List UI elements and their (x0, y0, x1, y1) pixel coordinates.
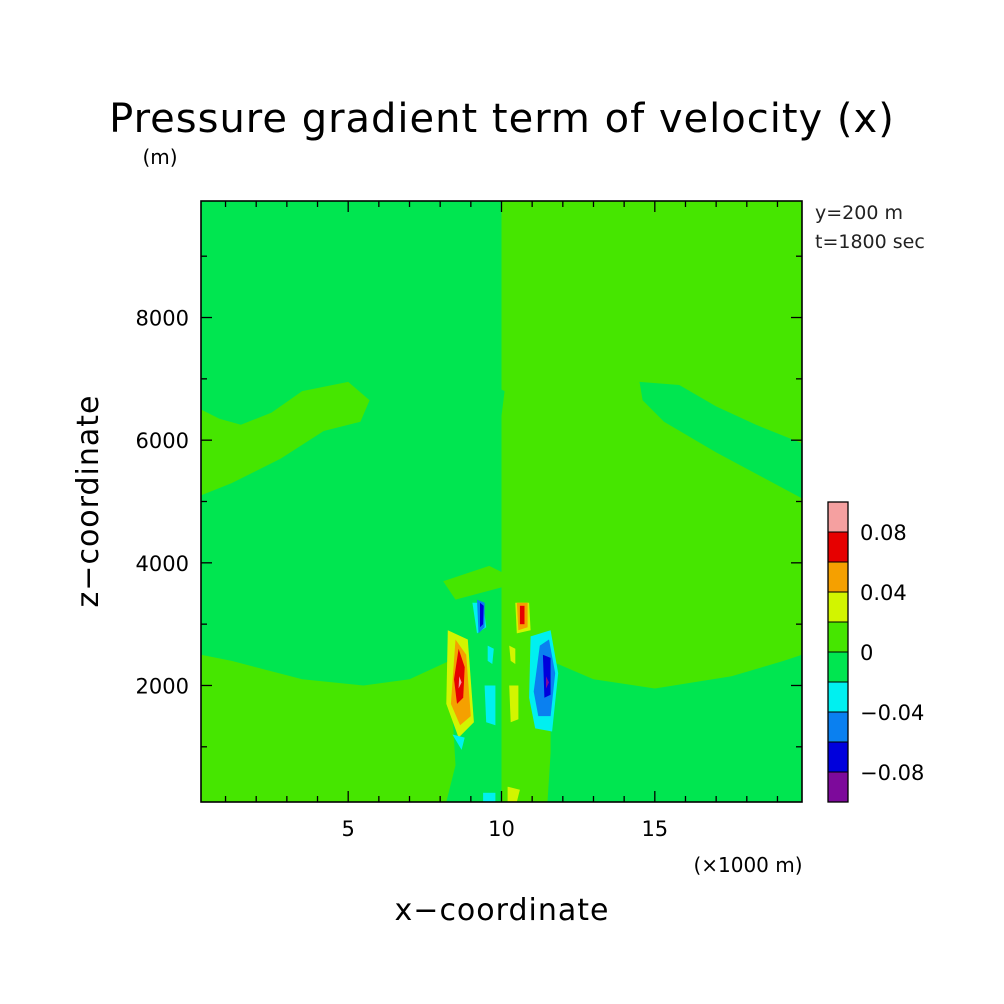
x-axis-label: x−coordinate (395, 893, 610, 928)
colorbar-tick-label: 0 (860, 641, 873, 665)
contour-region (501, 201, 802, 802)
contour-region (639, 381, 802, 499)
colorbar-tick-label: −0.04 (860, 701, 924, 725)
contour-region (452, 734, 465, 750)
colorbar-swatch (828, 682, 848, 712)
colorbar-swatch (828, 562, 848, 592)
annotation-t: t=1800 sec (815, 231, 925, 253)
x-tick-label: 15 (641, 817, 668, 841)
x-tick-labels: 5 10 15 (341, 817, 668, 841)
colorbar-tick-label: 0.08 (860, 521, 907, 545)
chart-title: Pressure gradient term of velocity (x) (109, 96, 895, 142)
contour-region (201, 381, 370, 496)
axis-ticks (201, 201, 802, 802)
y-axis-label: z−coordinate (71, 395, 106, 608)
contour-region (496, 388, 505, 416)
contour-region (542, 654, 551, 698)
colorbar-swatch (828, 592, 848, 622)
contour-region (443, 565, 557, 600)
annotation-y: y=200 m (815, 202, 903, 224)
colorbar-tick-label: −0.08 (860, 761, 924, 785)
y-tick-label: 2000 (136, 674, 189, 698)
colorbar-tick-labels: 0.08 0.04 0 −0.04 −0.08 (860, 521, 924, 785)
contour-region (458, 676, 462, 689)
contour-region (487, 645, 494, 664)
colorbar-swatch (828, 712, 848, 742)
contour-regions (201, 201, 802, 802)
y-axis-unit: (m) (142, 145, 177, 169)
contour-region (509, 645, 516, 664)
colorbar-swatch (828, 652, 848, 682)
contour-region (519, 605, 525, 625)
x-tick-label: 5 (341, 817, 354, 841)
y-tick-label: 8000 (136, 307, 189, 331)
colorbar-swatch (828, 742, 848, 772)
colorbar-swatch (828, 622, 848, 652)
y-tick-labels: 2000 4000 6000 8000 (136, 307, 189, 699)
contour-region (483, 792, 496, 802)
contour-region (546, 676, 549, 689)
y-tick-label: 4000 (136, 552, 189, 576)
colorbar-swatch (828, 532, 848, 562)
contour-region (454, 648, 465, 704)
colorbar-swatch (828, 772, 848, 802)
contour-region (509, 685, 519, 723)
contour-region (547, 654, 802, 802)
colorbar-swatch (828, 502, 848, 532)
contour-region (480, 602, 484, 628)
colorbar (827, 501, 849, 803)
x-axis-unit: (×1000 m) (693, 853, 802, 877)
contour-region (484, 685, 496, 726)
contour-region (507, 786, 520, 802)
plot-frame (200, 200, 803, 803)
x-tick-label: 10 (488, 817, 515, 841)
plot-area (200, 200, 803, 803)
colorbar-frame (827, 501, 849, 803)
colorbar-tick-label: 0.04 (860, 581, 907, 605)
contour-region (201, 654, 456, 802)
y-tick-label: 6000 (136, 429, 189, 453)
